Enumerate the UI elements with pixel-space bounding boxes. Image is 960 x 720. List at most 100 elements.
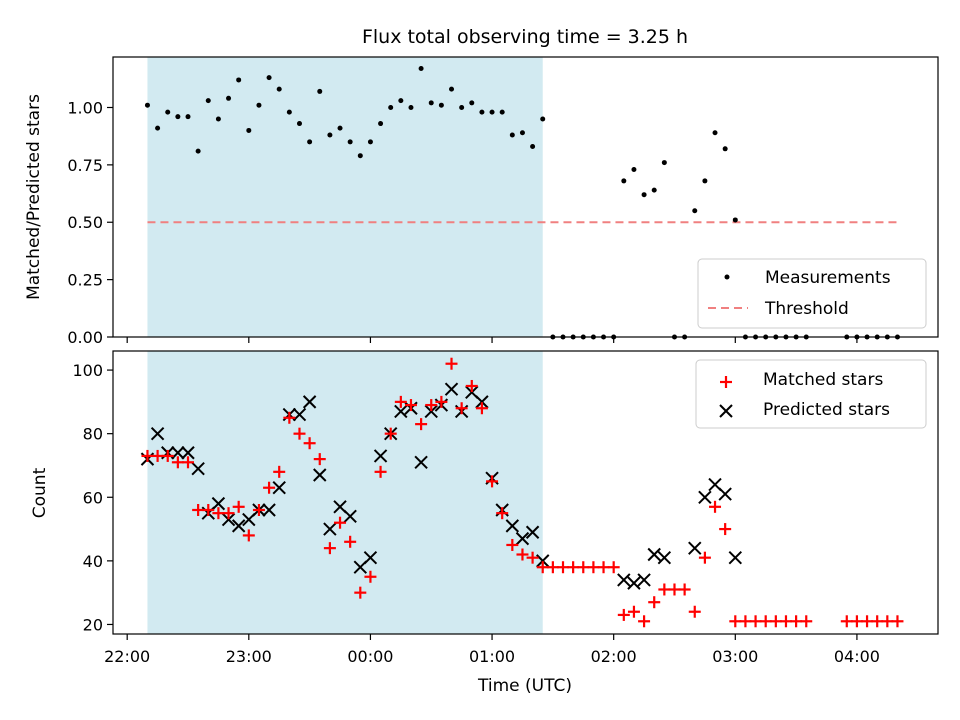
measurement-point — [317, 88, 323, 94]
matched-star-point — [161, 449, 174, 462]
matched-star-point — [607, 561, 620, 574]
measurement-point — [357, 153, 363, 159]
predicted-star-point — [718, 487, 732, 501]
measurement-point — [286, 109, 292, 115]
measurement-point — [499, 109, 505, 115]
predicted-star-point — [343, 509, 357, 524]
x-tick-label: 22:00 — [104, 647, 150, 666]
top-y-ticks: 0.00 0.25 0.50 0.75 1.00 — [67, 98, 113, 347]
predicted-star-point — [728, 550, 743, 565]
top-axes-frame — [112, 56, 939, 338]
predicted-star-point — [231, 519, 246, 533]
matched-star-point — [769, 615, 782, 628]
matched-star-point — [425, 399, 438, 412]
predicted-star-point — [171, 446, 185, 460]
measurement-point — [327, 132, 333, 138]
matched-star-point — [354, 586, 367, 599]
measurement-point — [226, 95, 232, 101]
matched-star-point — [749, 615, 762, 628]
matched-star-point — [394, 395, 407, 408]
measurement-point — [256, 102, 262, 108]
matched-star-point — [455, 402, 468, 415]
measurement-point — [215, 116, 221, 122]
matched-star-point — [800, 615, 813, 628]
bottom-y-tick-label: 60 — [83, 488, 103, 507]
predicted-star-point — [536, 554, 550, 568]
matched-star-point — [475, 402, 488, 415]
measurement-point — [651, 187, 657, 193]
matched-star-point — [404, 399, 417, 412]
matched-star-point — [506, 538, 519, 551]
top-legend-box — [697, 258, 927, 329]
x-tick-label: 04:00 — [834, 647, 880, 666]
legend-measurement-marker — [724, 274, 730, 280]
matched-star-point — [435, 395, 448, 408]
matched-star-point — [384, 427, 397, 440]
matched-star-point — [648, 596, 661, 609]
matched-star-point — [323, 542, 336, 555]
matched-star-point — [557, 561, 569, 574]
predicted-star-point — [617, 573, 631, 587]
matched-star-point — [445, 357, 458, 370]
predicted-star-point — [394, 404, 408, 419]
matched-star-point — [871, 615, 884, 628]
measurement-point — [165, 109, 171, 115]
bottom-y-axis-label: Count — [30, 467, 50, 518]
measurement-point — [276, 86, 282, 92]
matched-star-point — [658, 583, 671, 596]
bottom-x-ticks: 22:00 23:00 00:00 01:00 02:00 03:00 04:00 — [104, 634, 880, 666]
bottom-legend: Matched stars Predicted stars — [695, 359, 927, 429]
measurement-point — [367, 139, 373, 145]
matched-star-point — [638, 615, 651, 628]
measurement-point — [661, 160, 667, 166]
predicted-star-point — [424, 404, 438, 419]
measurement-point — [205, 98, 211, 104]
x-axis-label: Time (UTC) — [477, 676, 572, 696]
predicted-star-point — [688, 541, 702, 555]
matched-star-point — [577, 561, 590, 574]
predicted-star-point — [698, 490, 712, 504]
matched-star-point — [850, 615, 863, 628]
predicted-star-point — [211, 496, 226, 511]
predicted-star-point — [414, 455, 428, 469]
matched-star-point — [344, 535, 357, 548]
matched-star-point — [182, 456, 194, 469]
matched-star-point — [729, 615, 742, 628]
measurement-point — [185, 114, 191, 120]
top-legend: Measurements Threshold — [697, 258, 927, 329]
measurement-point — [519, 130, 525, 136]
predicted-star-point — [262, 503, 276, 517]
measurement-point — [296, 121, 302, 127]
matched-star-point — [313, 453, 326, 466]
matched-star-point — [546, 561, 559, 574]
matched-star-point — [698, 551, 711, 564]
matched-star-point — [364, 570, 377, 583]
matched-star-point — [151, 449, 164, 462]
measurement-point — [479, 109, 485, 115]
bottom-y-tick-label: 20 — [83, 615, 103, 634]
legend-threshold-label: Threshold — [764, 299, 849, 319]
predicted-stars-points — [140, 382, 743, 590]
matched-star-point — [212, 507, 225, 520]
predicted-star-point — [191, 461, 205, 476]
matched-star-point — [192, 503, 205, 516]
top-panel: 0.00 0.25 0.50 0.75 1.00 Matched/Predicted s… — [24, 56, 939, 347]
measurement-point — [712, 130, 718, 136]
matched-star-point — [567, 561, 580, 574]
matched-star-point — [334, 516, 347, 529]
bottom-axes-frame — [112, 350, 939, 635]
matched-star-point — [283, 411, 296, 424]
bottom-y-tick-label: 100 — [72, 361, 103, 380]
measurement-point — [459, 104, 465, 110]
measurement-point — [540, 116, 546, 122]
x-tick-label: 23:00 — [226, 647, 272, 666]
measurement-point — [692, 208, 698, 214]
predicted-star-point — [637, 573, 651, 587]
measurement-point — [195, 148, 201, 154]
measurement-point — [236, 77, 242, 83]
measurement-point — [428, 100, 434, 106]
top-y-tick-label: 0.50 — [67, 213, 103, 232]
predicted-star-point — [627, 576, 641, 590]
predicted-star-point — [444, 382, 459, 396]
